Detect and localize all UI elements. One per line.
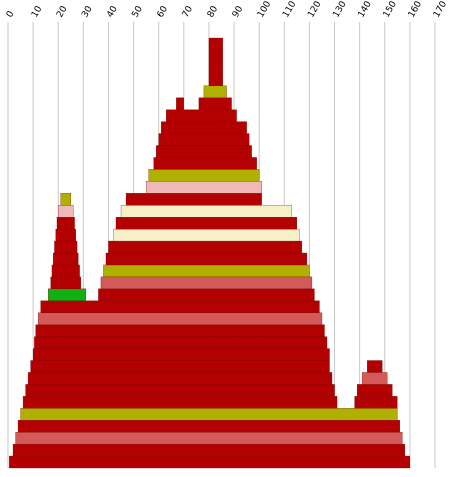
x-tick-label: 80: [206, 4, 221, 19]
band-segment: [125, 193, 262, 206]
x-tick-label: 170: [432, 0, 449, 20]
x-tick-label: 10: [30, 4, 45, 19]
x-tick-label: 160: [407, 0, 424, 20]
band-segment: [34, 336, 328, 349]
x-tick-label: 120: [306, 0, 323, 20]
band-segment: [32, 348, 330, 361]
band-segment: [208, 73, 223, 86]
band-segment: [208, 61, 223, 74]
x-tick-label: 20: [55, 4, 70, 19]
band-segment: [56, 217, 75, 230]
band-segment: [22, 396, 338, 409]
band-segment: [17, 420, 400, 433]
band-segment: [15, 432, 403, 445]
band-segment: [148, 169, 260, 182]
x-tick-label: 30: [80, 4, 95, 19]
band-segment: [153, 157, 257, 170]
band-segment: [367, 360, 383, 373]
band-segment: [55, 228, 76, 242]
band-segment: [145, 181, 262, 194]
band-segment: [30, 360, 330, 373]
x-tick-label: 130: [331, 0, 348, 20]
x-tick-label: 40: [105, 4, 120, 19]
band-segment: [20, 408, 398, 421]
band-segment: [161, 121, 247, 134]
band-segment: [103, 264, 310, 278]
x-tick-label: 140: [357, 0, 374, 20]
band-segment: [58, 205, 74, 218]
band-segment: [105, 252, 308, 266]
band-segment: [54, 240, 78, 254]
band-segment: [208, 37, 223, 51]
band-segment: [53, 252, 79, 266]
x-tick-label: 0: [5, 9, 17, 19]
x-tick-label: 70: [181, 4, 196, 19]
band-segment: [48, 288, 87, 301]
x-tick-label: 100: [256, 0, 273, 20]
band-segment: [37, 312, 323, 325]
band-segment: [108, 240, 303, 254]
band-segment: [50, 276, 81, 289]
band-segment: [356, 384, 393, 397]
band-segment: [176, 97, 184, 110]
band-segment: [158, 133, 250, 146]
band-segment: [40, 300, 320, 313]
x-tick-label: 90: [231, 4, 246, 19]
band-segment: [115, 217, 298, 230]
band-segment: [166, 109, 237, 122]
x-tick-label: 150: [382, 0, 399, 20]
band-segment: [25, 384, 335, 397]
band-segment: [35, 324, 325, 337]
band-segment: [208, 49, 223, 63]
band-segment: [12, 443, 406, 457]
band-segment: [27, 372, 333, 385]
band-segment: [120, 205, 292, 218]
band-segment: [60, 193, 71, 206]
x-tick-label: 50: [131, 4, 146, 19]
band-segment: [113, 228, 300, 242]
band-segment: [100, 276, 313, 289]
x-tick-label: 60: [156, 4, 171, 19]
band-segment: [203, 85, 227, 98]
band-segment: [98, 288, 315, 301]
band-segment: [9, 455, 411, 469]
band-segment: [362, 372, 388, 385]
x-tick-label: 110: [281, 0, 298, 20]
band-segment: [198, 97, 232, 110]
band-segment: [51, 264, 80, 278]
band-segment: [156, 145, 252, 158]
band-segment: [354, 396, 398, 409]
